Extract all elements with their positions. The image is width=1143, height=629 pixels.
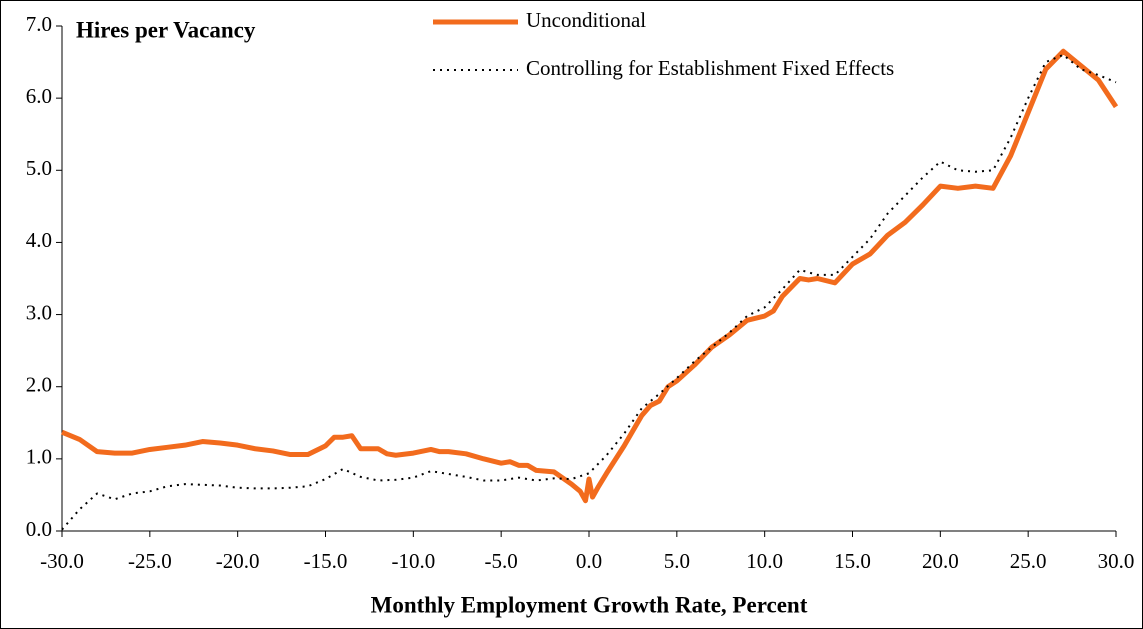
- chart-title: Hires per Vacancy: [76, 17, 256, 42]
- y-tick-label: 4.0: [26, 228, 52, 252]
- x-tick-label: 10.0: [746, 549, 783, 573]
- x-tick-label: -5.0: [485, 549, 518, 573]
- x-tick-label: -25.0: [128, 549, 172, 573]
- y-tick-label: 0.0: [26, 517, 52, 541]
- y-tick-label: 6.0: [26, 84, 52, 108]
- legend-label: Controlling for Establishment Fixed Effe…: [526, 56, 894, 80]
- y-tick-label: 7.0: [26, 12, 52, 36]
- x-tick-label: -20.0: [216, 549, 260, 573]
- y-tick-label: 1.0: [26, 445, 52, 469]
- y-tick-label: 5.0: [26, 156, 52, 180]
- x-tick-label: 0.0: [576, 549, 602, 573]
- series-line: [61, 53, 1117, 531]
- x-tick-label: -15.0: [304, 549, 348, 573]
- x-tick-label: 20.0: [922, 549, 959, 573]
- x-tick-label: -30.0: [40, 549, 84, 573]
- x-axis-label: Monthly Employment Growth Rate, Percent: [371, 592, 808, 617]
- x-tick-label: 5.0: [664, 549, 690, 573]
- x-tick-label: 30.0: [1098, 549, 1135, 573]
- legend-label: Unconditional: [526, 8, 646, 32]
- x-tick-label: 25.0: [1010, 549, 1047, 573]
- y-tick-label: 3.0: [26, 300, 52, 324]
- y-tick-label: 2.0: [26, 373, 52, 397]
- x-tick-label: -10.0: [391, 549, 435, 573]
- x-tick-label: 15.0: [834, 549, 871, 573]
- series-line: [61, 48, 1119, 504]
